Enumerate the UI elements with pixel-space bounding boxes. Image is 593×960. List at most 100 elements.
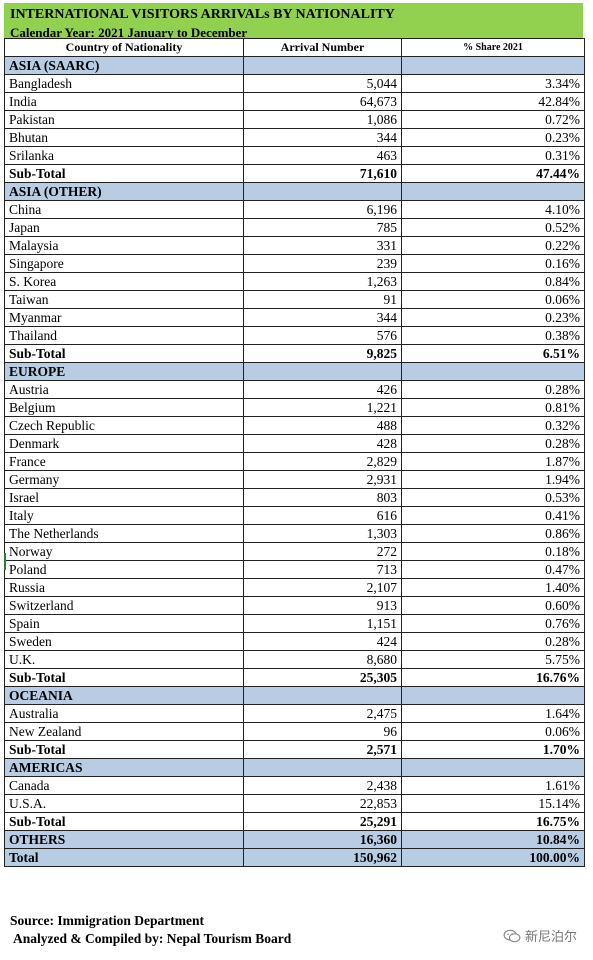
watermark: 新尼泊尔 xyxy=(503,926,577,945)
cell-country: Switzerland xyxy=(4,596,244,615)
cell-share: 42.84% xyxy=(401,92,585,111)
cell-cursor-marker xyxy=(4,553,6,570)
cell-country: Sub-Total xyxy=(4,164,244,183)
cell-arrival: 785 xyxy=(243,218,402,237)
cell-country: Srilanka xyxy=(4,146,244,165)
table-row: Israel 803 0.53% xyxy=(4,488,585,507)
cell-arrival: 344 xyxy=(243,128,402,147)
cell-share: 0.16% xyxy=(401,254,585,273)
table-row: Malaysia 331 0.22% xyxy=(4,236,585,255)
cell-country: Myanmar xyxy=(4,308,244,327)
cell-country: France xyxy=(4,452,244,471)
cell-arrival: 2,829 xyxy=(243,452,402,471)
table-row: Srilanka 463 0.31% xyxy=(4,146,585,165)
cell-share: 0.76% xyxy=(401,614,585,633)
cell-country: ASIA (OTHER) xyxy=(4,182,244,201)
cell-arrival: 428 xyxy=(243,434,402,453)
table-row: U.S.A. 22,853 15.14% xyxy=(4,794,585,813)
cell-share: 0.28% xyxy=(401,380,585,399)
cell-share: 15.14% xyxy=(401,794,585,813)
source-note: Source: Immigration Department xyxy=(10,913,204,928)
subtotal-row: Sub-Total 25,305 16.76% xyxy=(4,668,585,687)
cell-arrival xyxy=(243,182,402,201)
cell-country: Canada xyxy=(4,776,244,795)
table-row: Bhutan 344 0.23% xyxy=(4,128,585,147)
cell-arrival xyxy=(243,362,402,381)
cell-share: 100.00% xyxy=(401,848,585,867)
cell-arrival: 91 xyxy=(243,290,402,309)
table-subtitle: Calendar Year: 2021 January to December xyxy=(10,25,248,40)
cell-arrival: 331 xyxy=(243,236,402,255)
table-row: U.K. 8,680 5.75% xyxy=(4,650,585,669)
cell-country: Sub-Total xyxy=(4,668,244,687)
cell-country: OCEANIA xyxy=(4,686,244,705)
cell-arrival: 576 xyxy=(243,326,402,345)
header-row: Country of Nationality Arrival Number % … xyxy=(4,38,585,57)
cell-country: Spain xyxy=(4,614,244,633)
cell-country: Denmark xyxy=(4,434,244,453)
cell-country: Italy xyxy=(4,506,244,525)
table-row: Spain 1,151 0.76% xyxy=(4,614,585,633)
cell-share: 0.81% xyxy=(401,398,585,417)
table-row: Sweden 424 0.28% xyxy=(4,632,585,651)
cell-share: 5.75% xyxy=(401,650,585,669)
table-row: Poland 713 0.47% xyxy=(4,560,585,579)
cell-country: Germany xyxy=(4,470,244,489)
cell-country: U.K. xyxy=(4,650,244,669)
cell-arrival: 96 xyxy=(243,722,402,741)
cell-country: Norway xyxy=(4,542,244,561)
arrivals-table: Country of Nationality Arrival Number % … xyxy=(4,38,585,867)
cell-share xyxy=(401,686,585,705)
cell-share: 4.10% xyxy=(401,200,585,219)
cell-arrival: 1,263 xyxy=(243,272,402,291)
cell-country: U.S.A. xyxy=(4,794,244,813)
cell-share: 0.22% xyxy=(401,236,585,255)
cell-country: Sub-Total xyxy=(4,740,244,759)
cell-share: 0.18% xyxy=(401,542,585,561)
subtotal-row: Sub-Total 71,610 47.44% xyxy=(4,164,585,183)
cell-country: ASIA (SAARC) xyxy=(4,56,244,75)
cell-country: Total xyxy=(4,848,244,867)
cell-country: OTHERS xyxy=(4,830,244,849)
cell-arrival: 9,825 xyxy=(243,344,402,363)
cell-arrival: 8,680 xyxy=(243,650,402,669)
cell-country: Pakistan xyxy=(4,110,244,129)
cell-country: Australia xyxy=(4,704,244,723)
cell-country: Poland xyxy=(4,560,244,579)
cell-arrival: 463 xyxy=(243,146,402,165)
cell-share: 1.61% xyxy=(401,776,585,795)
cell-share: 0.72% xyxy=(401,110,585,129)
cell-share xyxy=(401,758,585,777)
table-row: Thailand 576 0.38% xyxy=(4,326,585,345)
cell-arrival xyxy=(243,758,402,777)
wechat-icon xyxy=(503,929,521,942)
others-row: OTHERS 16,360 10.84% xyxy=(4,830,585,849)
cell-country: Sub-Total xyxy=(4,812,244,831)
cell-share: 0.41% xyxy=(401,506,585,525)
table-row: Taiwan 91 0.06% xyxy=(4,290,585,309)
cell-share: 0.23% xyxy=(401,128,585,147)
cell-share: 1.40% xyxy=(401,578,585,597)
cell-share: 10.84% xyxy=(401,830,585,849)
cell-arrival: 64,673 xyxy=(243,92,402,111)
cell-share: 0.32% xyxy=(401,416,585,435)
table-row: The Netherlands 1,303 0.86% xyxy=(4,524,585,543)
section-row: AMERICAS xyxy=(4,758,585,777)
cell-arrival: 1,221 xyxy=(243,398,402,417)
cell-country: Austria xyxy=(4,380,244,399)
cell-share: 0.47% xyxy=(401,560,585,579)
subtotal-row: Sub-Total 2,571 1.70% xyxy=(4,740,585,759)
cell-share: 1.94% xyxy=(401,470,585,489)
table-row: India 64,673 42.84% xyxy=(4,92,585,111)
cell-share: 0.23% xyxy=(401,308,585,327)
cell-arrival: 713 xyxy=(243,560,402,579)
cell-arrival xyxy=(243,56,402,75)
cell-country: Thailand xyxy=(4,326,244,345)
compiled-note: Analyzed & Compiled by: Nepal Tourism Bo… xyxy=(13,931,292,946)
total-row: Total 150,962 100.00% xyxy=(4,848,585,867)
cell-share xyxy=(401,182,585,201)
cell-share xyxy=(401,362,585,381)
section-row: OCEANIA xyxy=(4,686,585,705)
cell-country: The Netherlands xyxy=(4,524,244,543)
section-row: ASIA (OTHER) xyxy=(4,182,585,201)
